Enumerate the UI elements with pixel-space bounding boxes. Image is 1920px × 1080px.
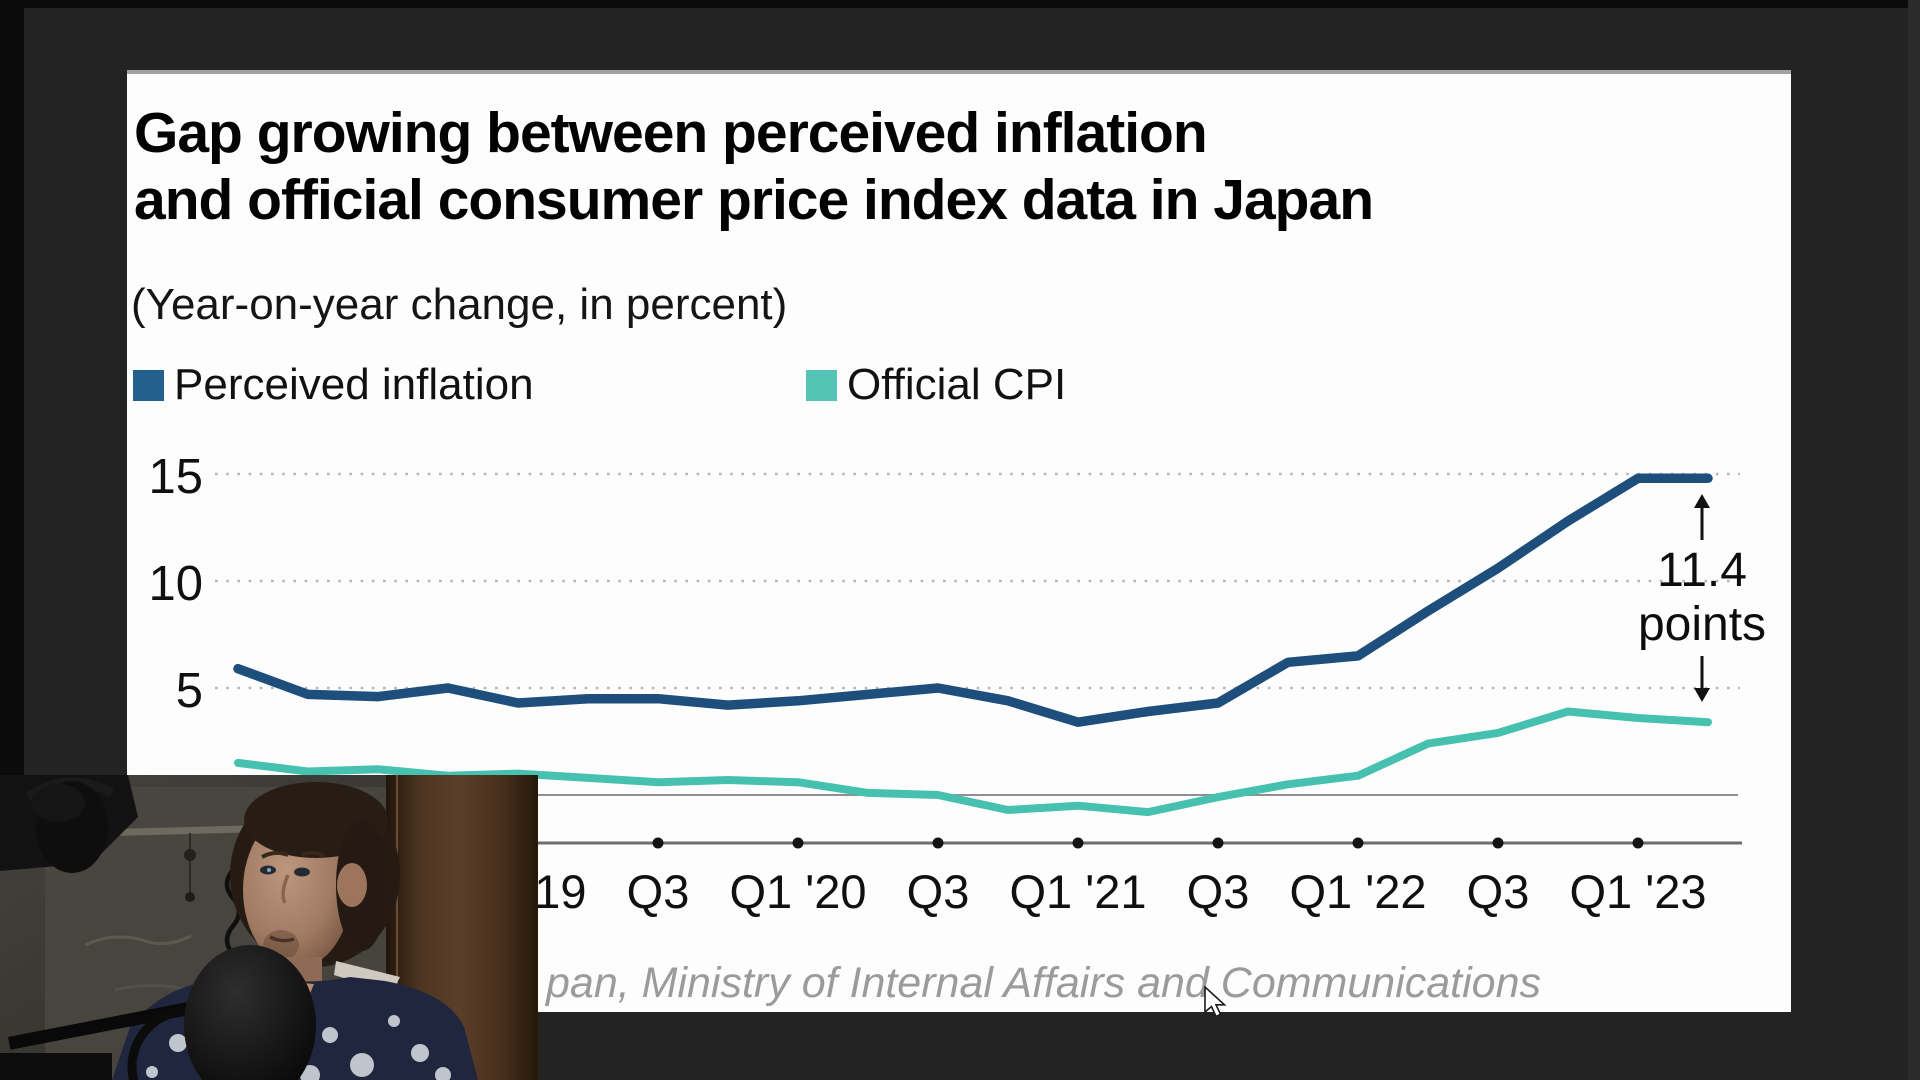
legend-item-perceived-inflation: Perceived inflation <box>133 360 534 410</box>
x-axis-tick-label: Q3 <box>626 865 690 918</box>
chart-subtitle: (Year-on-year change, in percent) <box>131 280 788 329</box>
y-axis-label-10: 10 <box>148 557 203 611</box>
screen-edge-top <box>0 0 1920 8</box>
microphone-arm <box>8 999 202 1050</box>
legend-item-official-cpi: Official CPI <box>806 360 1066 410</box>
webcam-scene <box>0 775 538 1080</box>
x-axis-tick-label: Q1 '22 <box>1289 865 1427 918</box>
legend-label: Official CPI <box>847 360 1067 409</box>
gap-annotation: 11.4 points <box>1602 492 1802 704</box>
desk-shadow <box>0 1053 112 1080</box>
headphones-cup <box>31 784 85 822</box>
eye <box>294 867 310 877</box>
arrow-down-icon <box>1694 655 1710 702</box>
microphone-icon <box>184 945 316 1080</box>
official-cpi-swatch-icon <box>806 369 837 401</box>
gap-value: 11.4 <box>1657 544 1747 597</box>
source-text: pan, Ministry of Internal Affairs and Co… <box>546 959 1542 1007</box>
mouth <box>269 935 295 943</box>
x-axis-tick-label: Q3 <box>1186 865 1250 918</box>
chart-title: Gap growing between perceived inflation … <box>134 100 1374 235</box>
y-axis-label-5: 5 <box>175 664 203 718</box>
x-axis-tick-label: Q1 '20 <box>729 865 867 918</box>
gap-unit: points <box>1637 597 1767 651</box>
perceived-inflation-swatch-icon <box>133 369 164 401</box>
chart-title-line2: and official consumer price index data i… <box>134 168 1374 233</box>
eyebrow <box>261 850 289 859</box>
eyebrow <box>301 850 325 858</box>
webcam-overlay <box>0 775 538 1080</box>
chart-title-line1: Gap growing between perceived inflation <box>134 101 1208 165</box>
hanging-trinket <box>184 849 196 861</box>
hanging-trinket <box>185 892 195 902</box>
x-axis-tick-label: Q1 '21 <box>1009 865 1147 918</box>
x-axis-tick-label: Q3 <box>1466 865 1530 918</box>
x-axis-tick-label: Q3 <box>906 865 970 918</box>
arrow-up-icon <box>1694 494 1710 540</box>
y-axis-label-15: 15 <box>148 450 203 504</box>
legend-label: Perceived inflation <box>174 360 534 409</box>
screen-edge-right <box>1908 0 1920 1080</box>
x-axis-tick-label: Q1 '23 <box>1569 865 1707 918</box>
whiteboard-scribble <box>84 934 192 947</box>
nose <box>281 874 290 904</box>
mouse-cursor <box>1204 986 1227 1018</box>
ear <box>337 863 367 907</box>
eye-highlight <box>267 868 271 872</box>
